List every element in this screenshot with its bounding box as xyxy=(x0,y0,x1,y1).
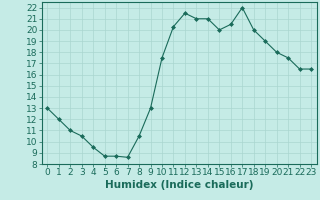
X-axis label: Humidex (Indice chaleur): Humidex (Indice chaleur) xyxy=(105,180,253,190)
